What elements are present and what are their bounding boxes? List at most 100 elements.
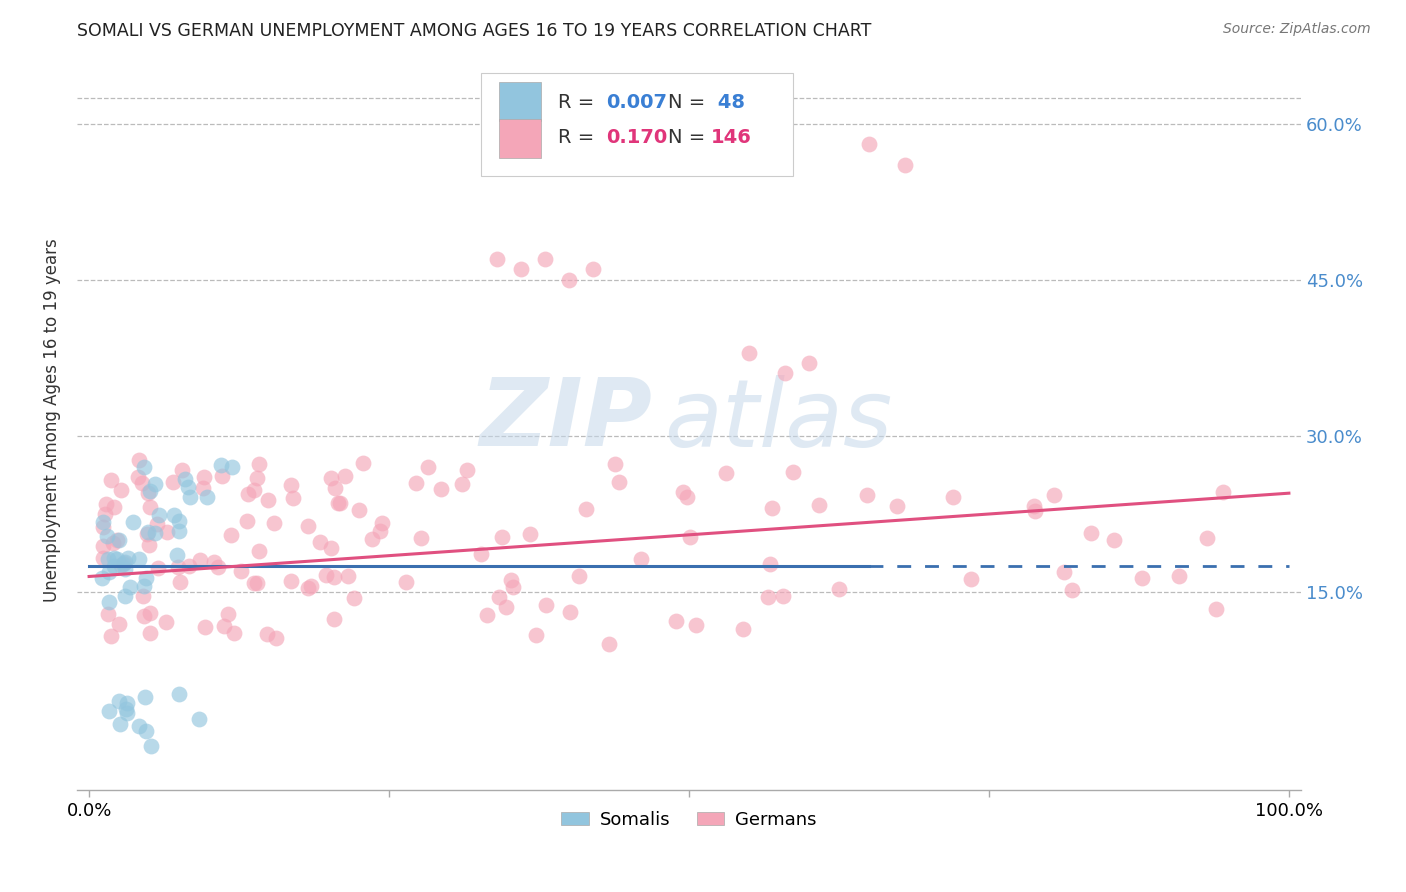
Point [858,137,880,152]
Point [416,459,439,474]
Point [97,704,120,718]
Point [756,590,779,604]
Point [235,514,257,528]
Point [607,475,630,489]
Point [828,582,851,597]
Point [333,468,356,483]
Point [323,481,346,495]
Point [139,500,162,514]
Point [145,516,167,531]
Point [211,469,233,483]
Point [470,548,492,562]
Point [202,555,225,569]
Point [114,555,136,569]
Point [139,626,162,640]
Point [96,497,118,511]
Point [131,476,153,491]
Text: N =: N = [668,93,711,112]
Point [120,580,142,594]
Text: 146: 146 [711,128,752,147]
Point [156,524,179,539]
Point [665,614,688,628]
Point [1080,526,1102,541]
Point [894,158,917,172]
Point [582,262,605,277]
Point [221,460,243,475]
Point [169,514,191,528]
Point [329,496,352,510]
Point [105,552,128,566]
Point [429,482,451,496]
Point [219,528,242,542]
Point [361,532,384,546]
Point [672,484,695,499]
Point [246,575,269,590]
Point [91,515,114,529]
Point [212,618,235,632]
Text: 48: 48 [711,93,745,112]
Point [138,525,160,540]
Point [731,622,754,636]
Point [194,620,217,634]
Point [105,533,128,547]
Point [247,457,270,471]
Point [243,483,266,497]
FancyBboxPatch shape [499,82,541,121]
Point [167,559,190,574]
Point [114,589,136,603]
Point [475,608,498,623]
Point [217,607,239,622]
Point [797,356,820,370]
Point [773,367,796,381]
Text: R =: R = [558,128,607,147]
Point [138,606,160,620]
Point [108,617,131,632]
Point [352,456,374,470]
Point [136,486,159,500]
Point [193,481,215,495]
Point [135,527,157,541]
Point [502,580,524,594]
Point [91,551,114,566]
Point [675,490,697,504]
Point [1022,499,1045,513]
Point [281,491,304,506]
Point [488,590,510,604]
Point [1053,565,1076,579]
Point [146,561,169,575]
Point [263,516,285,530]
Point [172,463,194,477]
Point [558,273,581,287]
Point [246,470,269,484]
FancyBboxPatch shape [499,120,541,158]
Point [91,571,114,585]
Point [103,558,125,573]
Point [100,629,122,643]
Point [103,550,125,565]
Point [112,557,135,571]
Point [280,478,302,492]
Point [139,484,162,499]
Text: ZIP: ZIP [479,375,652,467]
Point [193,470,215,484]
Point [886,499,908,513]
Point [243,575,266,590]
Point [1167,568,1189,582]
Point [143,526,166,541]
Point [117,551,139,566]
Point [716,467,738,481]
Point [103,500,125,514]
Point [108,533,131,548]
Point [519,527,541,541]
Point [524,627,547,641]
Point [264,631,287,645]
Point [179,559,201,574]
Point [450,476,472,491]
Point [510,262,533,277]
Point [224,626,246,640]
Point [128,552,150,566]
Point [411,532,433,546]
Text: 0.007: 0.007 [606,93,666,112]
Point [322,570,344,584]
Point [297,582,319,596]
